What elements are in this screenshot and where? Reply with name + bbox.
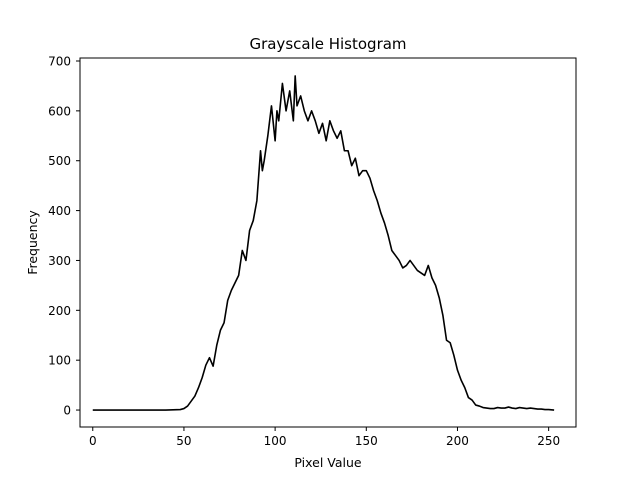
y-tick-label: 0 (63, 404, 71, 418)
x-tick-label: 200 (446, 434, 469, 448)
y-tick-label: 700 (48, 54, 71, 68)
x-tick-label: 250 (537, 434, 560, 448)
x-tick-label: 150 (355, 434, 378, 448)
y-tick-label: 400 (48, 204, 71, 218)
x-tick-label: 100 (264, 434, 287, 448)
y-axis-title: Frequency (25, 210, 40, 275)
x-tick-label: 50 (176, 434, 191, 448)
y-tick-label: 500 (48, 154, 71, 168)
y-tick-label: 600 (48, 104, 71, 118)
y-axis-ticks: 0 100 200 300 400 500 600 700 (48, 54, 80, 418)
y-tick-label: 300 (48, 254, 71, 268)
x-axis-title: Pixel Value (294, 455, 362, 470)
x-tick-label: 0 (89, 434, 97, 448)
chart-title: Grayscale Histogram (249, 35, 406, 53)
histogram-series-line (92, 75, 555, 411)
axes-frame (79, 57, 577, 428)
x-axis-ticks: 0 50 100 150 200 250 (89, 427, 560, 448)
plot-area (92, 75, 555, 411)
y-tick-label: 100 (48, 354, 71, 368)
y-tick-label: 200 (48, 304, 71, 318)
